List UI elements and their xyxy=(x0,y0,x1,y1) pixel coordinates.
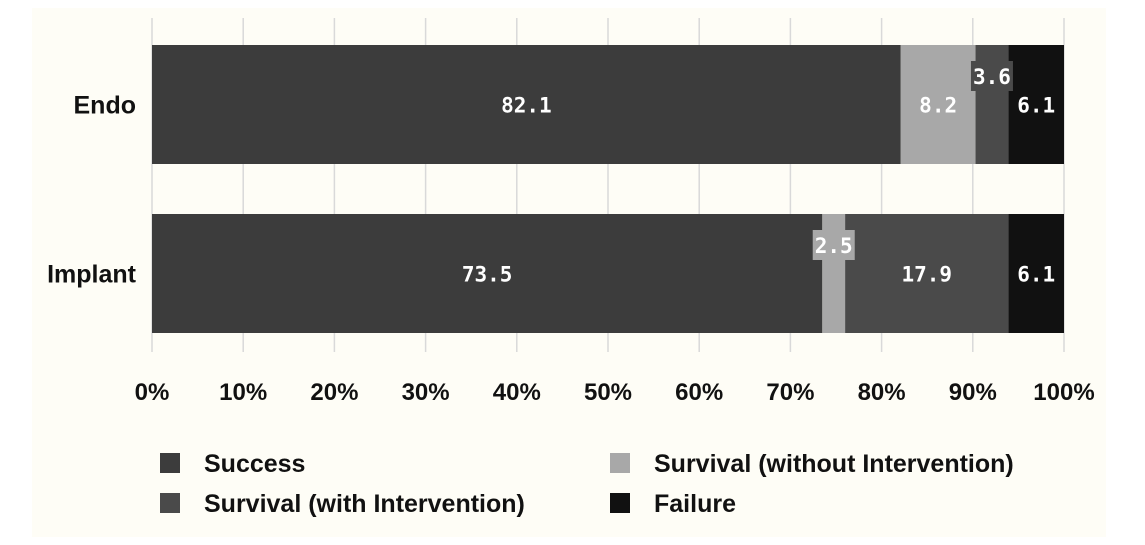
x-tick-label: 100% xyxy=(1033,379,1094,406)
data-label: 6.1 xyxy=(1017,94,1055,118)
legend-swatch xyxy=(610,453,630,473)
data-label: 8.2 xyxy=(919,94,957,118)
legend-label: Failure xyxy=(654,490,736,518)
legend-label: Survival (with Intervention) xyxy=(204,490,525,518)
x-tick-label: 0% xyxy=(135,379,170,406)
data-label: 3.6 xyxy=(973,65,1011,89)
legend-swatch xyxy=(160,493,180,513)
data-label: 17.9 xyxy=(901,263,952,287)
data-label: 82.1 xyxy=(501,94,552,118)
x-tick-label: 90% xyxy=(949,379,997,406)
data-label: 2.5 xyxy=(815,234,853,258)
legend: Success Survival (without Intervention) Su… xyxy=(160,450,1014,518)
x-axis: 0% 10% 20% 30% 40% 50% 60% 70% 80% 90% 100% xyxy=(135,379,1095,406)
bar-segment xyxy=(1008,214,1064,333)
category-label: Endo xyxy=(74,92,137,120)
legend-swatch xyxy=(160,453,180,473)
x-tick-label: 60% xyxy=(675,379,723,406)
bar-segment xyxy=(152,45,901,164)
bars: 82.1 8.23.66.173.52.517.9 6.1 xyxy=(152,45,1064,333)
data-label: 73.5 xyxy=(462,263,513,287)
x-tick-label: 80% xyxy=(858,379,906,406)
x-tick-label: 20% xyxy=(310,379,358,406)
bar-segment xyxy=(845,214,1009,333)
legend-label: Success xyxy=(204,450,305,478)
x-tick-label: 10% xyxy=(219,379,267,406)
legend-swatch xyxy=(610,493,630,513)
data-label-box xyxy=(970,61,1013,91)
x-tick-label: 40% xyxy=(493,379,541,406)
x-tick-label: 70% xyxy=(766,379,814,406)
category-labels: Endo Implant xyxy=(47,92,137,289)
x-tick-label: 30% xyxy=(402,379,450,406)
data-label: 6.1 xyxy=(1017,263,1055,287)
x-tick-label: 50% xyxy=(584,379,632,406)
legend-label: Survival (without Intervention) xyxy=(654,450,1014,478)
bar-segment xyxy=(1008,45,1064,164)
bar-segment xyxy=(152,214,823,333)
bar-segment xyxy=(900,45,976,164)
data-label-box xyxy=(812,230,855,260)
category-label: Implant xyxy=(47,261,137,289)
